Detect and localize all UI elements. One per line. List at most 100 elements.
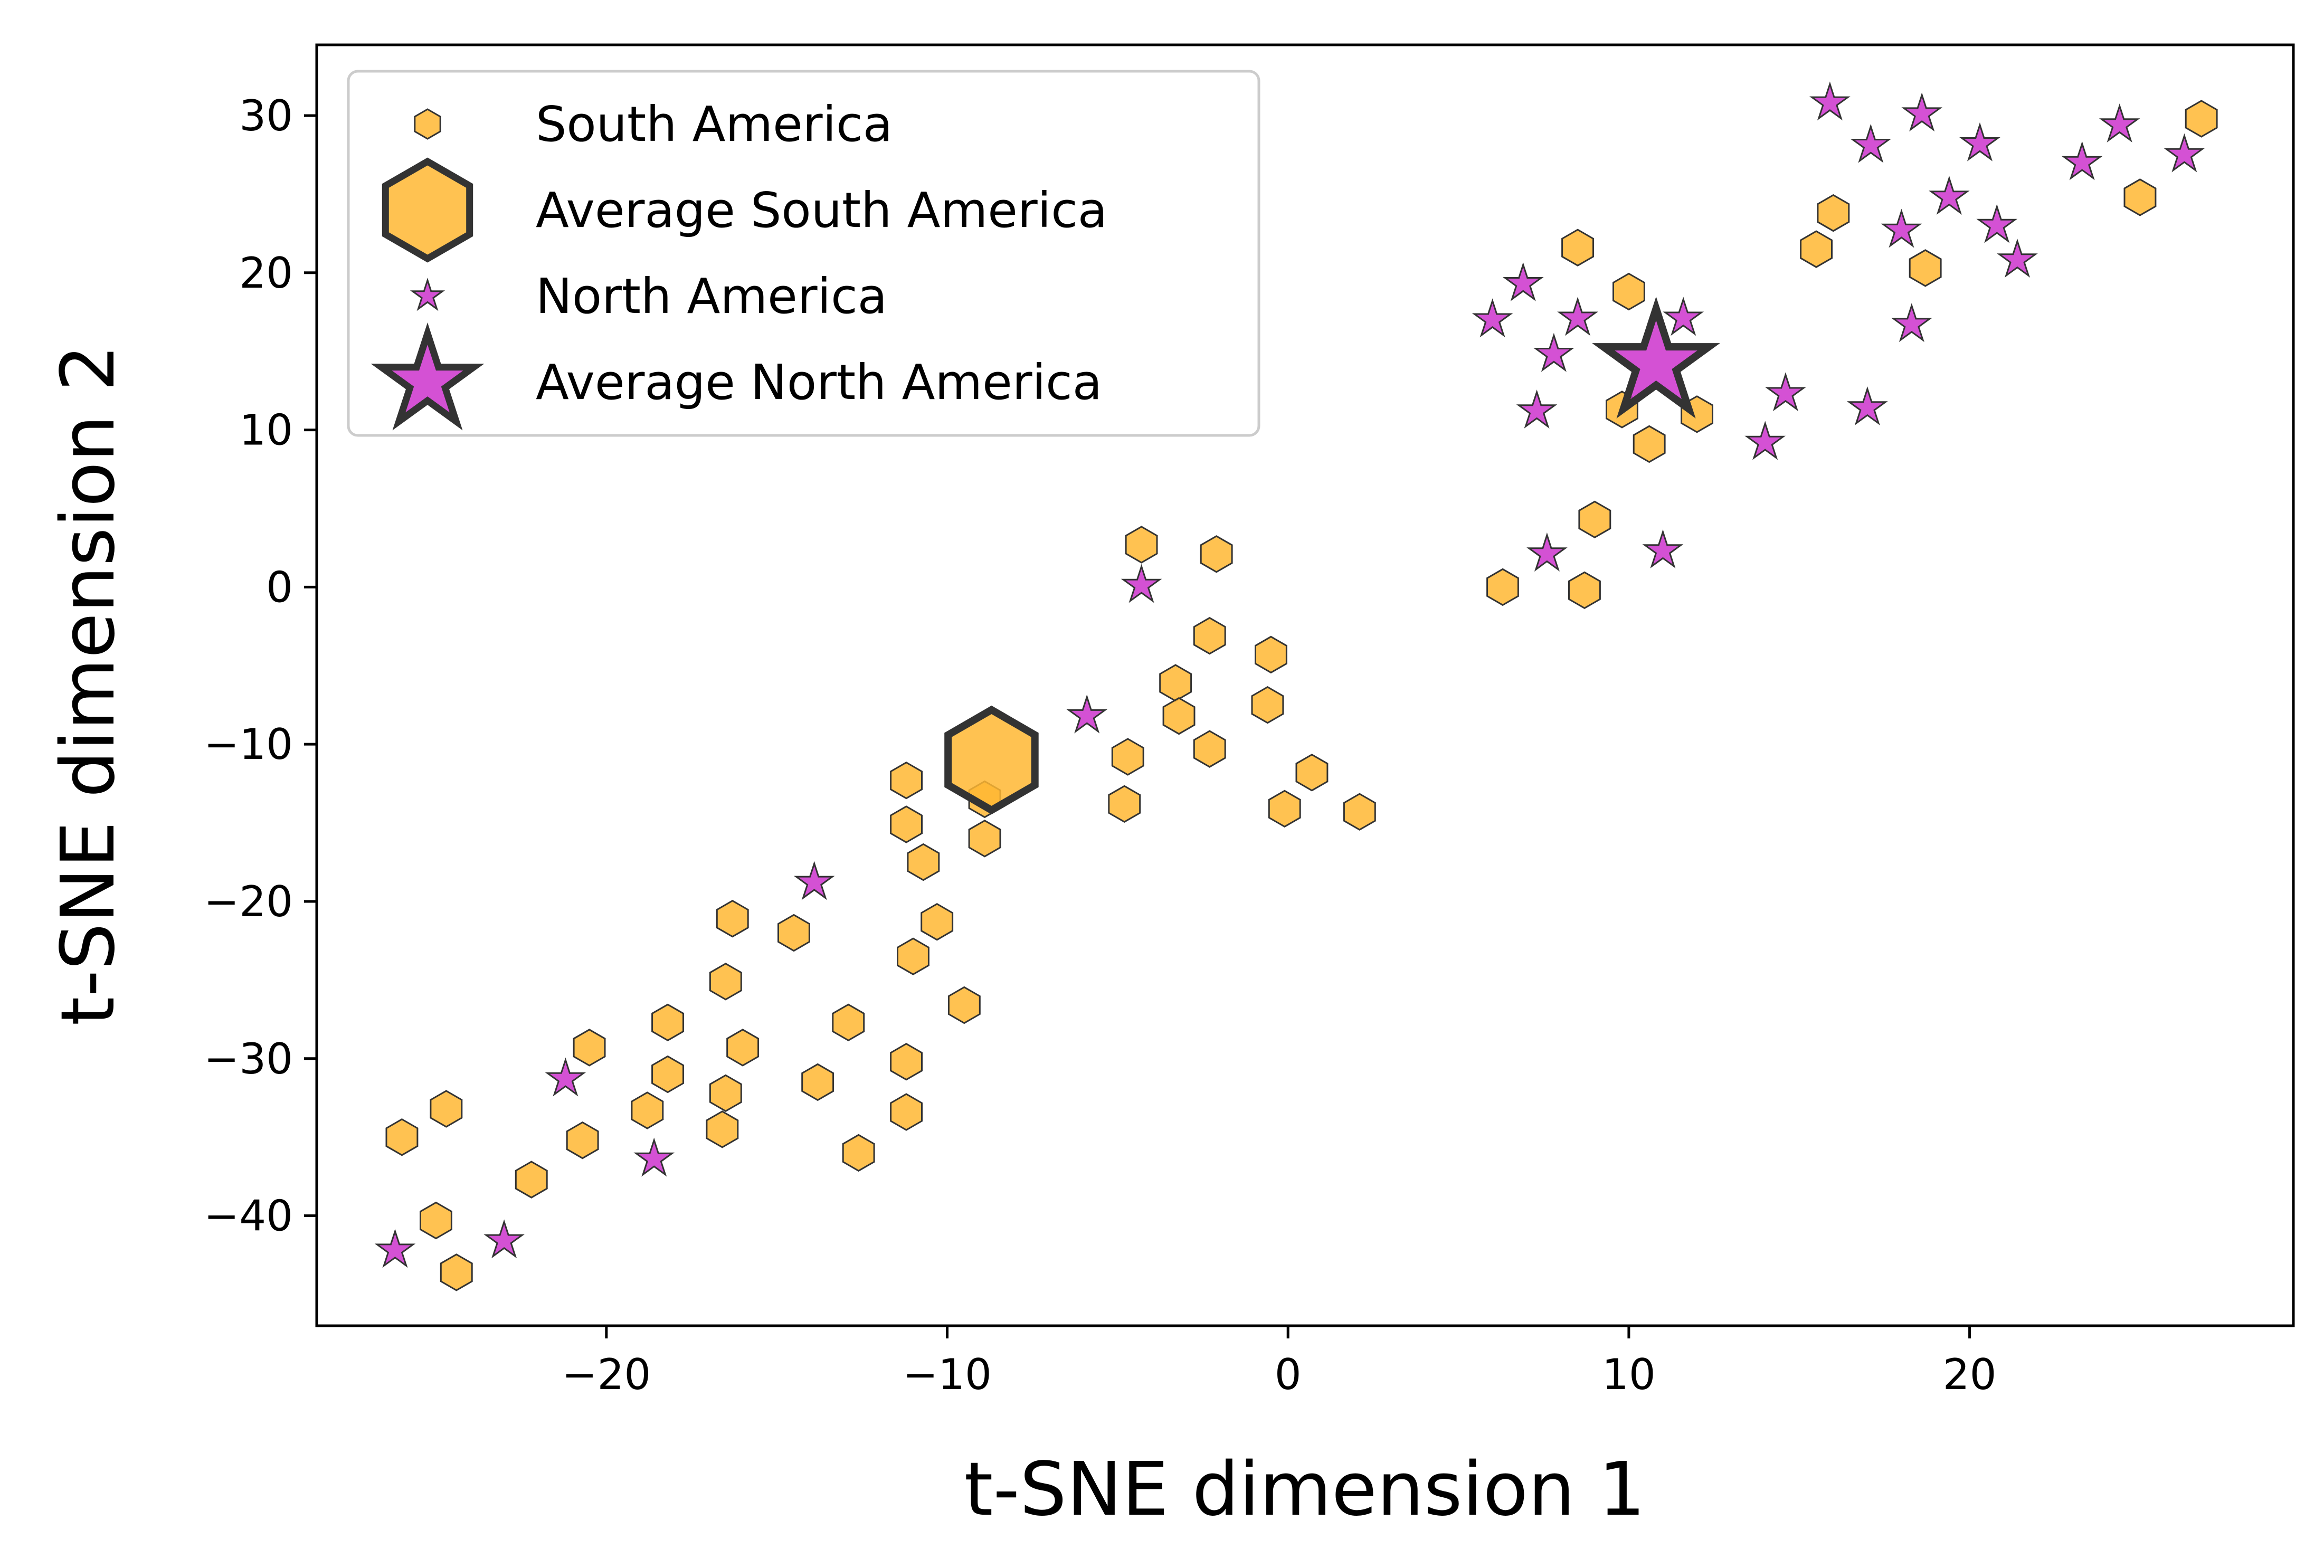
y-axis-title: t-SNE dimension 2: [45, 345, 131, 1026]
south-america-point: [890, 1042, 923, 1081]
south-america-point: [651, 1003, 684, 1042]
legend-label-average-north-america: Average North America: [536, 354, 1102, 411]
x-tick-label: 20: [1943, 1350, 1997, 1399]
data-marks: [374, 81, 2218, 1291]
north-america-point: [1066, 694, 1108, 734]
north-america-point: [1928, 176, 1970, 215]
south-america-point: [566, 1121, 599, 1160]
south-america-point: [1486, 568, 1519, 606]
north-america-point: [1997, 239, 2038, 278]
south-america-point: [2185, 100, 2218, 138]
north-america-point: [2061, 141, 2103, 180]
north-america-point: [1121, 564, 1162, 603]
average-south-america-point: [944, 705, 1039, 815]
north-america-point: [793, 861, 835, 900]
north-america-point: [2099, 103, 2140, 142]
north-america-point: [1765, 372, 1806, 412]
legend-box: [347, 70, 1260, 437]
south-america-point: [842, 1134, 875, 1172]
south-america-point: [832, 1003, 865, 1042]
north-america-point: [1901, 92, 1942, 132]
south-america-point: [573, 1029, 606, 1067]
north-america-point: [1516, 389, 1558, 429]
south-america-point: [1578, 500, 1611, 539]
north-america-point: [1663, 297, 1704, 336]
y-tick-label: −40: [204, 1192, 293, 1241]
south-america-point: [1200, 535, 1233, 573]
south-america-point: [1193, 616, 1226, 655]
north-america-point: [1533, 332, 1574, 372]
legend-marker-south-america: [414, 108, 441, 140]
average-north-america-point: [1592, 296, 1720, 419]
legend: South America Average South America North …: [347, 70, 1260, 437]
x-tick-label: 0: [1275, 1350, 1302, 1399]
y-tick-label: −10: [204, 720, 293, 769]
north-america-point: [1744, 421, 1786, 460]
south-america-point: [1295, 754, 1329, 792]
north-america-point: [1502, 262, 1544, 301]
south-america-point: [1800, 230, 1833, 268]
legend-label-north-america: North America: [536, 268, 887, 325]
x-tick-label: 10: [1602, 1350, 1656, 1399]
south-america-point: [709, 963, 742, 1001]
x-axis-ticks: −20 −10 0 10 20: [562, 1326, 1996, 1399]
south-america-point: [890, 805, 923, 843]
plot-frame: [315, 43, 2295, 1327]
south-america-point: [1251, 686, 1284, 724]
x-tick-label: −20: [562, 1350, 651, 1399]
north-america-point: [633, 1137, 675, 1177]
south-america-point: [890, 1093, 923, 1131]
north-america-point: [1850, 123, 1892, 163]
y-tick-label: 10: [239, 406, 293, 455]
south-america-point: [1125, 526, 1158, 564]
south-america-point: [968, 820, 1001, 858]
south-america-point: [890, 761, 923, 800]
north-america-point: [1881, 208, 1922, 248]
south-america-point: [420, 1201, 452, 1240]
south-america-point: [1268, 790, 1301, 828]
north-america-point: [1891, 303, 1932, 343]
south-america-point: [1561, 229, 1594, 267]
north-america-point: [1526, 532, 1568, 572]
south-america-point: [1255, 635, 1287, 674]
south-america-point: [1817, 194, 1850, 232]
north-america-point: [483, 1219, 525, 1259]
north-america-point: [1557, 297, 1598, 336]
south-america-point: [726, 1029, 760, 1067]
south-america-point: [907, 843, 940, 881]
north-america-point: [1472, 298, 1513, 338]
north-america-point: [1846, 386, 1888, 425]
north-america-point: [2164, 133, 2205, 173]
south-america-point: [777, 914, 810, 952]
south-america-point: [631, 1091, 664, 1129]
south-america-point: [1108, 785, 1141, 823]
y-axis-ticks: −40 −30 −20 −10 0 10 20 30: [204, 91, 317, 1241]
y-tick-label: −30: [204, 1034, 293, 1084]
south-america-point: [1612, 272, 1645, 311]
south-america-point: [709, 1074, 742, 1113]
south-america-point: [947, 986, 981, 1024]
north-america-point: [1809, 81, 1851, 121]
south-america-point: [440, 1253, 473, 1291]
south-america-point: [897, 937, 929, 975]
north-america-point: [1976, 204, 2018, 243]
south-america-point: [1568, 571, 1601, 610]
south-america-point: [716, 899, 749, 938]
legend-label-south-america: South America: [536, 96, 893, 153]
south-america-point: [706, 1110, 739, 1148]
x-tick-label: −10: [903, 1350, 992, 1399]
x-axis-title: t-SNE dimension 1: [964, 1447, 1646, 1533]
y-tick-label: 30: [239, 91, 293, 140]
legend-marker-north-america: [410, 278, 445, 311]
south-america-point: [651, 1055, 684, 1094]
legend-marker-average-north-america: [371, 322, 485, 431]
north-america-point: [545, 1057, 586, 1097]
south-america-point: [1633, 425, 1666, 463]
y-tick-label: −20: [204, 877, 293, 926]
south-america-point: [801, 1063, 834, 1101]
legend-marker-average-south-america: [382, 157, 473, 263]
north-america-point: [1642, 529, 1684, 568]
legend-label-average-south-america: Average South America: [536, 182, 1107, 239]
south-america-point: [2123, 178, 2157, 216]
